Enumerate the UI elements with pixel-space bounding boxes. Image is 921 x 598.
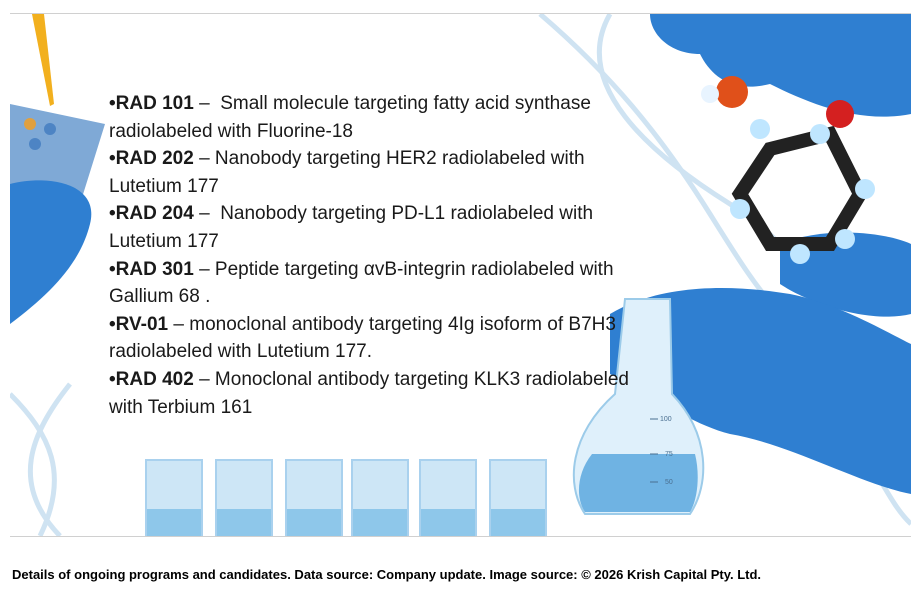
flask: 100 75 50 xyxy=(572,298,705,515)
illustration: 100 75 50 xyxy=(10,14,911,536)
molecule xyxy=(701,76,875,264)
program-list: •RAD 101 – Small molecule targeting fatt… xyxy=(109,90,634,421)
slide-image: 100 75 50 •RAD 101 – Small molecule targ… xyxy=(10,13,911,537)
program-item: •RV-01 – monoclonal antibody targeting 4… xyxy=(109,311,634,366)
program-code: •RV-01 xyxy=(109,313,169,335)
program-item: •RAD 402 – Monoclonal antibody targeting… xyxy=(109,366,634,421)
program-description: – monoclonal antibody targeting 4Ig isof… xyxy=(109,313,622,363)
gloves xyxy=(610,14,911,494)
program-description: – Nanobody targeting PD-L1 radiolabeled … xyxy=(109,203,599,252)
program-description: – Nanobody targeting HER2 radiolabeled w… xyxy=(109,148,590,197)
program-code: •RAD 204 xyxy=(109,203,194,225)
program-item: •RAD 301 – Peptide targeting αvB-integri… xyxy=(109,256,634,311)
program-item: •RAD 202 – Nanobody targeting HER2 radio… xyxy=(109,145,634,200)
program-item: •RAD 204 – Nanobody targeting PD-L1 radi… xyxy=(109,200,634,255)
test-tubes xyxy=(145,459,547,536)
caption: Details of ongoing programs and candidat… xyxy=(12,567,762,582)
program-code: •RAD 301 xyxy=(109,258,194,280)
flask-mark: 100 xyxy=(660,416,672,423)
pipette-tray xyxy=(10,14,105,324)
flask-mark: 75 xyxy=(665,451,673,458)
flask-mark: 50 xyxy=(665,479,673,486)
program-item: •RAD 101 – Small molecule targeting fatt… xyxy=(109,90,634,145)
program-code: •RAD 101 xyxy=(109,93,194,114)
program-description: – Monoclonal antibody targeting KLK3 rad… xyxy=(109,368,635,418)
program-code: •RAD 202 xyxy=(109,148,194,170)
program-code: •RAD 402 xyxy=(109,368,194,390)
program-description: – Small molecule targeting fatty acid sy… xyxy=(109,93,597,142)
program-description: – Peptide targeting αvB-integrin radiola… xyxy=(109,258,619,308)
